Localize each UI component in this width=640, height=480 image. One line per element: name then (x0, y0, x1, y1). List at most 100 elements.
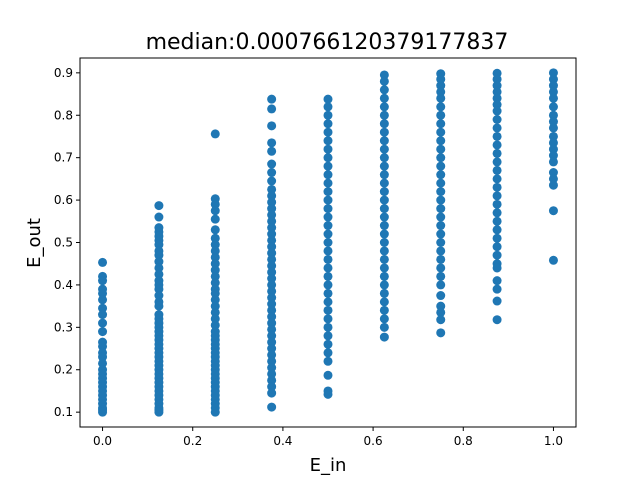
data-point-5-0 (379, 70, 389, 80)
data-point-3-0 (267, 94, 277, 104)
data-point-7-12 (492, 157, 502, 167)
data-point-4-18 (323, 246, 333, 256)
x-tick-label-0: 0.0 (93, 434, 112, 448)
data-point-3-24 (267, 286, 277, 296)
y-axis-ticks: 0.1 0.2 0.3 0.4 0.5 0.6 0.7 0.8 0.9 (54, 66, 80, 419)
data-point-5-24 (379, 271, 389, 281)
data-point-6-6 (436, 110, 446, 120)
data-point-3-40 (267, 388, 277, 398)
data-point-3-39 (267, 382, 277, 392)
data-point-8-17 (548, 206, 558, 216)
data-point-2-17 (210, 301, 220, 311)
data-point-6-13 (436, 170, 446, 180)
data-point-4-30 (323, 348, 333, 358)
data-point-0-26 (98, 407, 108, 417)
y-axis-label: E_out (24, 218, 45, 268)
data-point-5-2 (379, 85, 389, 95)
data-point-5-18 (379, 221, 389, 231)
data-point-4-3 (323, 119, 333, 129)
data-point-3-8 (267, 184, 277, 194)
data-point-4-28 (323, 331, 333, 341)
y-tick-label-0: 0.1 (54, 405, 73, 419)
data-point-2-11 (210, 265, 220, 275)
data-point-3-26 (267, 299, 277, 309)
data-point-3-25 (267, 293, 277, 303)
data-point-2-6 (210, 233, 220, 243)
x-axis-ticks: 0.0 0.2 0.4 0.6 0.8 1.0 (93, 427, 563, 448)
data-point-6-19 (436, 221, 446, 231)
data-point-5-22 (379, 254, 389, 264)
data-point-7-18 (492, 208, 502, 218)
data-point-7-28 (492, 296, 502, 306)
data-point-4-22 (323, 280, 333, 290)
data-point-2-10 (210, 259, 220, 269)
data-point-3-6 (267, 168, 277, 178)
data-point-4-20 (323, 263, 333, 273)
data-point-7-14 (492, 174, 502, 184)
data-point-5-13 (379, 178, 389, 188)
data-point-6-16 (436, 195, 446, 205)
data-point-7-16 (492, 191, 502, 201)
data-point-3-5 (267, 159, 277, 169)
data-point-8-8 (548, 123, 558, 133)
data-point-8-6 (548, 110, 558, 120)
data-point-6-22 (436, 246, 446, 256)
data-point-4-4 (323, 127, 333, 137)
data-point-2-20 (210, 320, 220, 330)
data-point-8-12 (548, 151, 558, 161)
data-point-8-18 (548, 255, 558, 265)
data-point-6-7 (436, 119, 446, 129)
data-point-5-15 (379, 195, 389, 205)
data-point-0-7 (98, 310, 108, 320)
data-point-8-11 (548, 144, 558, 154)
data-point-5-5 (379, 110, 389, 120)
data-point-5-12 (379, 170, 389, 180)
data-point-7-25 (492, 263, 502, 273)
data-point-6-14 (436, 178, 446, 188)
data-point-6-11 (436, 153, 446, 163)
data-point-7-20 (492, 225, 502, 235)
plot-frame (79, 57, 577, 428)
chart-title: median:0.000766120379177837 (146, 30, 509, 55)
data-point-0-0 (98, 257, 108, 267)
data-point-4-2 (323, 110, 333, 120)
data-point-8-3 (548, 87, 558, 97)
data-point-6-3 (436, 87, 446, 97)
data-point-8-10 (548, 138, 558, 148)
data-point-3-10 (267, 197, 277, 207)
y-tick-label-6: 0.7 (54, 151, 73, 165)
data-points (98, 68, 558, 417)
data-point-2-13 (210, 278, 220, 288)
data-point-8-14 (548, 168, 558, 178)
data-point-0-14 (98, 358, 108, 368)
data-point-1-10 (154, 263, 164, 273)
x-tick-label-1: 0.2 (183, 434, 202, 448)
data-point-4-23 (323, 288, 333, 298)
data-point-5-28 (379, 305, 389, 315)
data-point-1-1 (154, 212, 164, 222)
data-point-5-21 (379, 246, 389, 256)
data-point-3-36 (267, 363, 277, 373)
data-point-6-31 (436, 328, 446, 338)
data-point-2-15 (210, 288, 220, 298)
data-point-4-1 (323, 102, 333, 112)
data-point-1-9 (154, 257, 164, 267)
data-point-4-32 (323, 370, 333, 380)
data-point-7-23 (492, 250, 502, 260)
data-point-6-25 (436, 271, 446, 281)
data-point-3-3 (267, 138, 277, 148)
data-point-4-26 (323, 314, 333, 324)
data-point-0-2 (98, 276, 108, 286)
data-point-1-17 (154, 301, 164, 311)
data-point-7-11 (492, 148, 502, 158)
data-point-3-34 (267, 350, 277, 360)
data-point-4-5 (323, 136, 333, 146)
data-point-1-8 (154, 250, 164, 260)
data-point-5-10 (379, 153, 389, 163)
data-point-3-27 (267, 305, 277, 315)
data-point-2-2 (210, 199, 220, 209)
data-point-7-3 (492, 87, 502, 97)
data-point-5-4 (379, 102, 389, 112)
data-point-7-15 (492, 182, 502, 192)
